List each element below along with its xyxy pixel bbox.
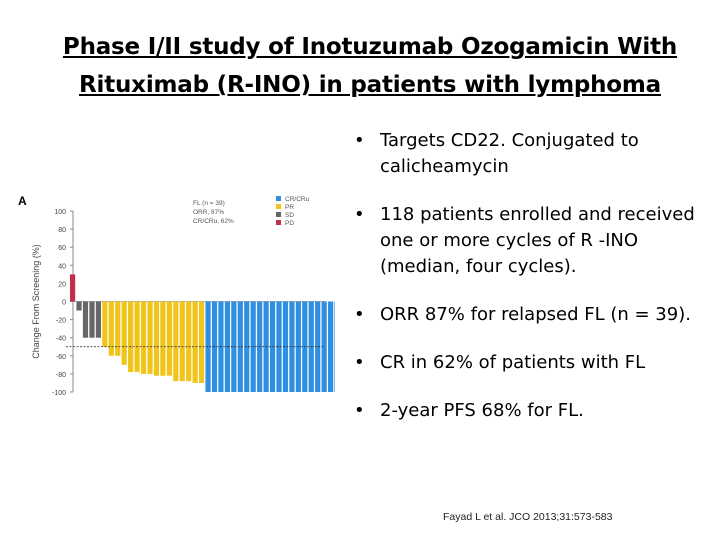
annotation-text: CR/CRu, 62% (193, 218, 234, 225)
legend-swatch (276, 196, 281, 201)
y-axis-label: Change From Screening (%) (31, 244, 41, 359)
legend-label: PD (285, 220, 294, 227)
legend-swatch (276, 220, 281, 225)
bar-crcru (282, 301, 289, 392)
bar-pr (102, 301, 108, 347)
y-tick-label: -80 (56, 372, 66, 379)
y-tick-label: -20 (56, 318, 66, 325)
bar-crcru (315, 301, 321, 392)
bar-sd (95, 301, 101, 338)
bar-crcru (231, 301, 237, 392)
bar-sd (76, 301, 82, 311)
bar-pr (179, 301, 185, 382)
bar-crcru (205, 301, 211, 392)
bar-pr (128, 301, 134, 373)
bar-pr (134, 301, 140, 373)
annotation-text: FL (n = 39) (193, 200, 225, 207)
legend-swatch (276, 212, 281, 217)
bar-crcru (334, 301, 335, 392)
bar-crcru (276, 301, 282, 392)
bar-pr (186, 301, 192, 382)
slide-title: Phase I/II study of Inotuzumab Ozogamici… (20, 28, 720, 104)
y-tick-label: -60 (56, 354, 66, 361)
bar-pr (160, 301, 166, 376)
bar-pr (108, 301, 114, 356)
bar-pr (199, 301, 205, 383)
y-tick-label: 80 (58, 227, 66, 234)
bar-pr (166, 301, 172, 376)
legend-label: CR/CRu (285, 196, 310, 203)
bar-sd (89, 301, 95, 338)
citation: Fayad L et al. JCO 2013;31:573-583 (443, 511, 613, 523)
annotation-text: ORR, 87% (193, 209, 224, 216)
bar-pr (173, 301, 179, 382)
legend-swatch (276, 204, 281, 209)
y-tick-label: 100 (54, 209, 66, 216)
bullet-item: 2-year PFS 68% for FL. (352, 398, 714, 424)
y-tick-label: 20 (58, 281, 66, 288)
waterfall-chart: A Change From Screening (%) 100 80 60 40 20 0 -2… (18, 194, 335, 397)
legend-label: SD (285, 212, 294, 219)
bullet-item: CR in 62% of patients with FL (352, 350, 714, 376)
bar-crcru (244, 301, 250, 392)
y-tick-label: 0 (62, 300, 66, 307)
bar-sd (82, 301, 89, 338)
y-tick-label: -100 (52, 390, 66, 397)
bar-crcru (328, 301, 334, 392)
bar-pd (70, 274, 76, 302)
title-line-1: Phase I/II study of Inotuzumab Ozogamici… (62, 34, 678, 60)
bullet-item: 118 patients enrolled and received one o… (352, 202, 714, 280)
bar-pr (121, 301, 127, 365)
panel-label: A (18, 194, 27, 208)
bar-pr (153, 301, 160, 376)
title-line-2: Rituximab (R-INO) in patients with lymph… (79, 72, 661, 98)
y-tick-label: 40 (58, 263, 66, 270)
bar-pr (140, 301, 147, 374)
legend-label: PR (285, 204, 294, 211)
bar-crcru (321, 301, 327, 392)
bullet-item: ORR 87% for relapsed FL (n = 39). (352, 302, 714, 328)
bar-crcru (237, 301, 243, 392)
bullet-list: Targets CD22. Conjugated to calicheamyci… (352, 128, 714, 424)
bar-pr (115, 301, 121, 356)
y-tick-label: 60 (58, 245, 66, 252)
bullet-item: Targets CD22. Conjugated to calicheamyci… (352, 128, 714, 180)
bar-pr (147, 301, 153, 374)
y-tick-label: -40 (56, 336, 66, 343)
bar-pr (192, 301, 198, 383)
